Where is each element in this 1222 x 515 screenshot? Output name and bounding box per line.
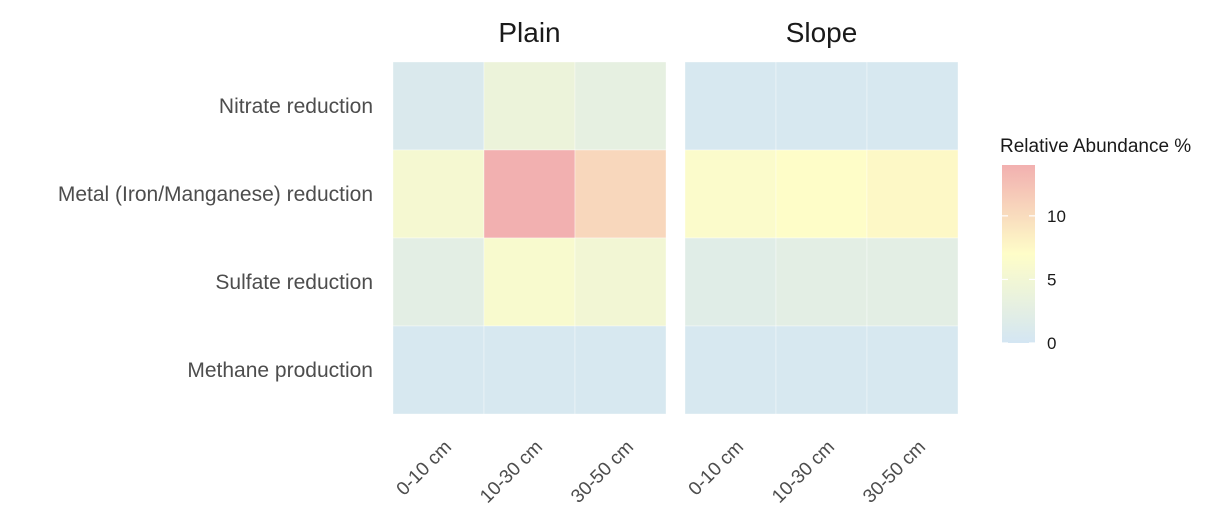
legend-tick-label-1: 5 <box>1047 270 1056 289</box>
legend-title: Relative Abundance % <box>1000 136 1191 157</box>
heatmap-cell-plain-r0-c1 <box>483 61 576 151</box>
y-tick-label-1: Metal (Iron/Manganese) reduction <box>58 183 373 206</box>
heatmap-cell-plain-r3-c2 <box>574 325 667 415</box>
y-axis-labels: Nitrate reduction Metal (Iron/Manganese) … <box>58 95 373 382</box>
heatmap-cells <box>392 61 959 415</box>
facet-title-slope: Slope <box>786 17 858 48</box>
legend-colorbar <box>1002 165 1035 343</box>
heatmap-cell-plain-r0-c2 <box>574 61 667 151</box>
facet-title-plain: Plain <box>498 17 560 48</box>
heatmap-cell-slope-r1-c2 <box>866 149 959 239</box>
heatmap-cell-slope-r3-c1 <box>775 325 868 415</box>
facet-titles: Plain Slope <box>498 17 857 48</box>
heatmap-cell-slope-r1-c1 <box>775 149 868 239</box>
x-tick-label-slope-0: 0-10 cm <box>685 437 748 500</box>
y-tick-label-0: Nitrate reduction <box>219 95 373 118</box>
heatmap-cell-plain-r2-c0 <box>392 237 485 327</box>
x-tick-label-plain-0: 0-10 cm <box>393 437 456 500</box>
heatmap-cell-slope-r3-c0 <box>684 325 777 415</box>
x-tick-label-slope-2: 30-50 cm <box>859 437 930 508</box>
heatmap-cell-plain-r2-c1 <box>483 237 576 327</box>
heatmap-cell-slope-r0-c2 <box>866 61 959 151</box>
heatmap-cell-plain-r3-c1 <box>483 325 576 415</box>
heatmap-cell-slope-r2-c0 <box>684 237 777 327</box>
heatmap-cell-slope-r0-c1 <box>775 61 868 151</box>
x-tick-label-plain-1: 10-30 cm <box>476 437 547 508</box>
x-tick-label-plain-2: 30-50 cm <box>567 437 638 508</box>
heatmap-cell-slope-r2-c2 <box>866 237 959 327</box>
heatmap-cell-plain-r1-c2 <box>574 149 667 239</box>
y-tick-label-3: Methane production <box>187 359 373 382</box>
heatmap-cell-slope-r3-c2 <box>866 325 959 415</box>
heatmap-cell-slope-r0-c0 <box>684 61 777 151</box>
heatmap-cell-plain-r0-c0 <box>392 61 485 151</box>
heatmap-cell-slope-r2-c1 <box>775 237 868 327</box>
heatmap-cell-plain-r1-c1 <box>483 149 576 239</box>
x-axis-labels: 0-10 cm 10-30 cm 30-50 cm 0-10 cm 10-30 cm 30… <box>393 437 930 508</box>
legend: Relative Abundance % 0 5 10 <box>1000 136 1191 353</box>
heatmap-cell-plain-r3-c0 <box>392 325 485 415</box>
y-tick-label-2: Sulfate reduction <box>215 271 373 294</box>
legend-tick-label-0: 0 <box>1047 334 1056 353</box>
heatmap-cell-slope-r1-c0 <box>684 149 777 239</box>
heatmap-cell-plain-r2-c2 <box>574 237 667 327</box>
legend-tick-label-2: 10 <box>1047 207 1066 226</box>
heatmap-cell-plain-r1-c0 <box>392 149 485 239</box>
x-tick-label-slope-1: 10-30 cm <box>768 437 839 508</box>
